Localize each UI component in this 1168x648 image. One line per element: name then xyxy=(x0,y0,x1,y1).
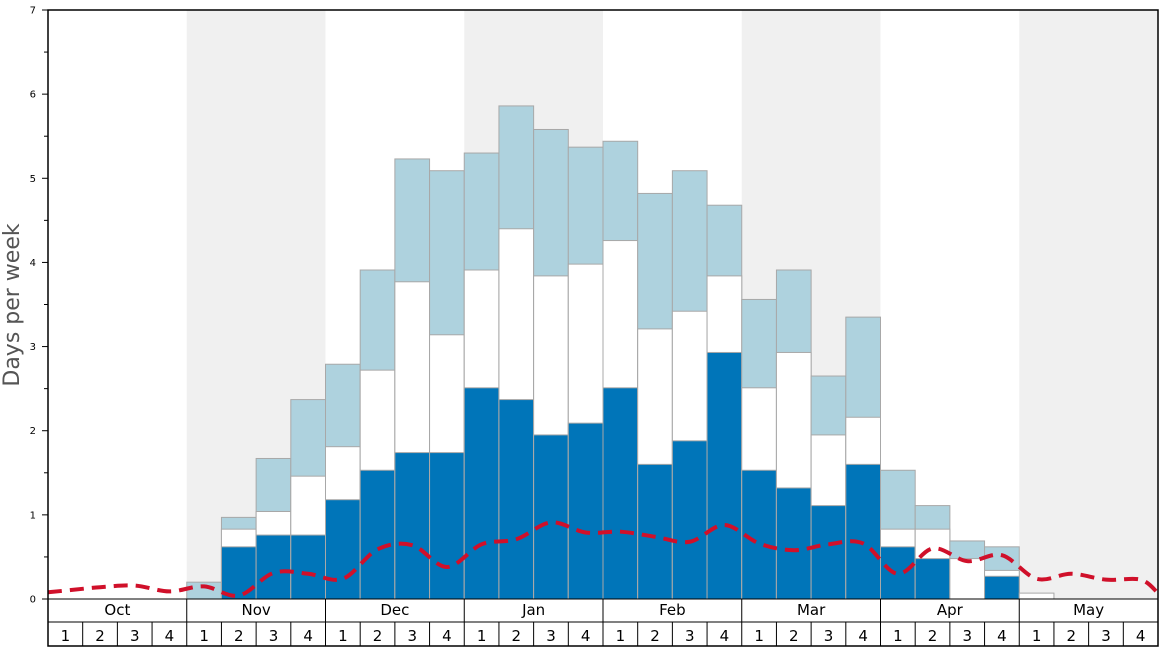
bar-dark xyxy=(602,387,639,600)
week-label: 2 xyxy=(373,627,383,645)
bar-dark xyxy=(880,546,916,600)
week-label: 1 xyxy=(199,627,209,645)
bar-dark xyxy=(567,422,604,600)
bar-dark xyxy=(810,505,847,600)
week-label: 1 xyxy=(616,627,626,645)
bar-dark xyxy=(325,499,361,600)
bar-middle xyxy=(949,558,986,600)
week-label: 4 xyxy=(581,627,591,645)
y-tick-label: 4 xyxy=(30,258,36,269)
week-label: 3 xyxy=(407,627,417,645)
bar-dark xyxy=(255,534,292,600)
bar-dark xyxy=(533,434,569,600)
y-axis: 0 1 2 3 4 5 6 7 xyxy=(30,6,48,606)
week-label: 3 xyxy=(824,627,834,645)
month-label-nov: Nov xyxy=(241,601,270,619)
bar-dark xyxy=(984,575,1020,600)
y-tick-label: 2 xyxy=(30,426,36,437)
trend-line xyxy=(47,520,1160,598)
month-label-mar: Mar xyxy=(797,601,826,619)
y-tick-label: 5 xyxy=(30,174,36,185)
y-tick-label: 6 xyxy=(30,90,36,101)
bar-dark xyxy=(845,463,881,600)
y-tick-label: 7 xyxy=(30,6,36,17)
week-label: 2 xyxy=(234,627,244,645)
bars xyxy=(186,105,1055,600)
month-label-apr: Apr xyxy=(937,601,964,619)
week-label: 1 xyxy=(61,627,71,645)
week-label: 2 xyxy=(512,627,522,645)
week-label: 2 xyxy=(928,627,938,645)
week-label: 2 xyxy=(650,627,660,645)
bar-dark xyxy=(914,558,951,600)
week-label: 1 xyxy=(754,627,764,645)
y-tick-label: 0 xyxy=(30,595,36,606)
week-label: 2 xyxy=(95,627,105,645)
y-tick-label: 1 xyxy=(30,510,36,521)
bar-dark xyxy=(394,452,431,600)
month-label-feb: Feb xyxy=(659,601,686,619)
month-band-may xyxy=(1019,10,1158,599)
week-label: 3 xyxy=(1101,627,1111,645)
month-label-jan: Jan xyxy=(521,601,545,619)
week-label: 4 xyxy=(1136,627,1146,645)
y-axis-label: Days per week xyxy=(0,223,25,386)
week-label: 4 xyxy=(858,627,868,645)
plot-border xyxy=(47,9,1159,647)
bar-middle xyxy=(1018,592,1055,600)
bar-dark xyxy=(706,351,743,600)
week-label: 1 xyxy=(893,627,903,645)
bar-dark xyxy=(775,487,812,600)
bar-dark xyxy=(359,469,396,600)
week-label: 2 xyxy=(1067,627,1077,645)
week-label: 4 xyxy=(720,627,730,645)
week-label: 3 xyxy=(685,627,695,645)
month-label-may: May xyxy=(1073,601,1104,619)
week-label: 3 xyxy=(130,627,140,645)
y-tick-label: 3 xyxy=(30,342,36,353)
bar-dark xyxy=(498,399,535,600)
week-label: 4 xyxy=(442,627,452,645)
bar-dark xyxy=(671,440,708,600)
bar-dark xyxy=(637,463,673,600)
week-label: 4 xyxy=(997,627,1007,645)
week-label: 1 xyxy=(477,627,487,645)
week-label: 4 xyxy=(303,627,313,645)
week-label: 3 xyxy=(546,627,556,645)
week-label: 2 xyxy=(789,627,799,645)
bar-dark xyxy=(290,534,326,600)
week-label: 1 xyxy=(1032,627,1042,645)
month-label-dec: Dec xyxy=(380,601,409,619)
bar-dark xyxy=(463,387,500,600)
week-label: 1 xyxy=(338,627,348,645)
month-label-oct: Oct xyxy=(104,601,130,619)
week-label: 3 xyxy=(269,627,279,645)
week-label: 4 xyxy=(165,627,175,645)
week-label: 3 xyxy=(962,627,972,645)
x-axis: Oct 1 2 3 4 Nov 1 2 3 4 Dec 1 2 3 4 Jan 1 2 3 4 Feb 1 2 3 4 Mar 1 2… xyxy=(48,598,1158,646)
bar-dark xyxy=(429,452,465,600)
